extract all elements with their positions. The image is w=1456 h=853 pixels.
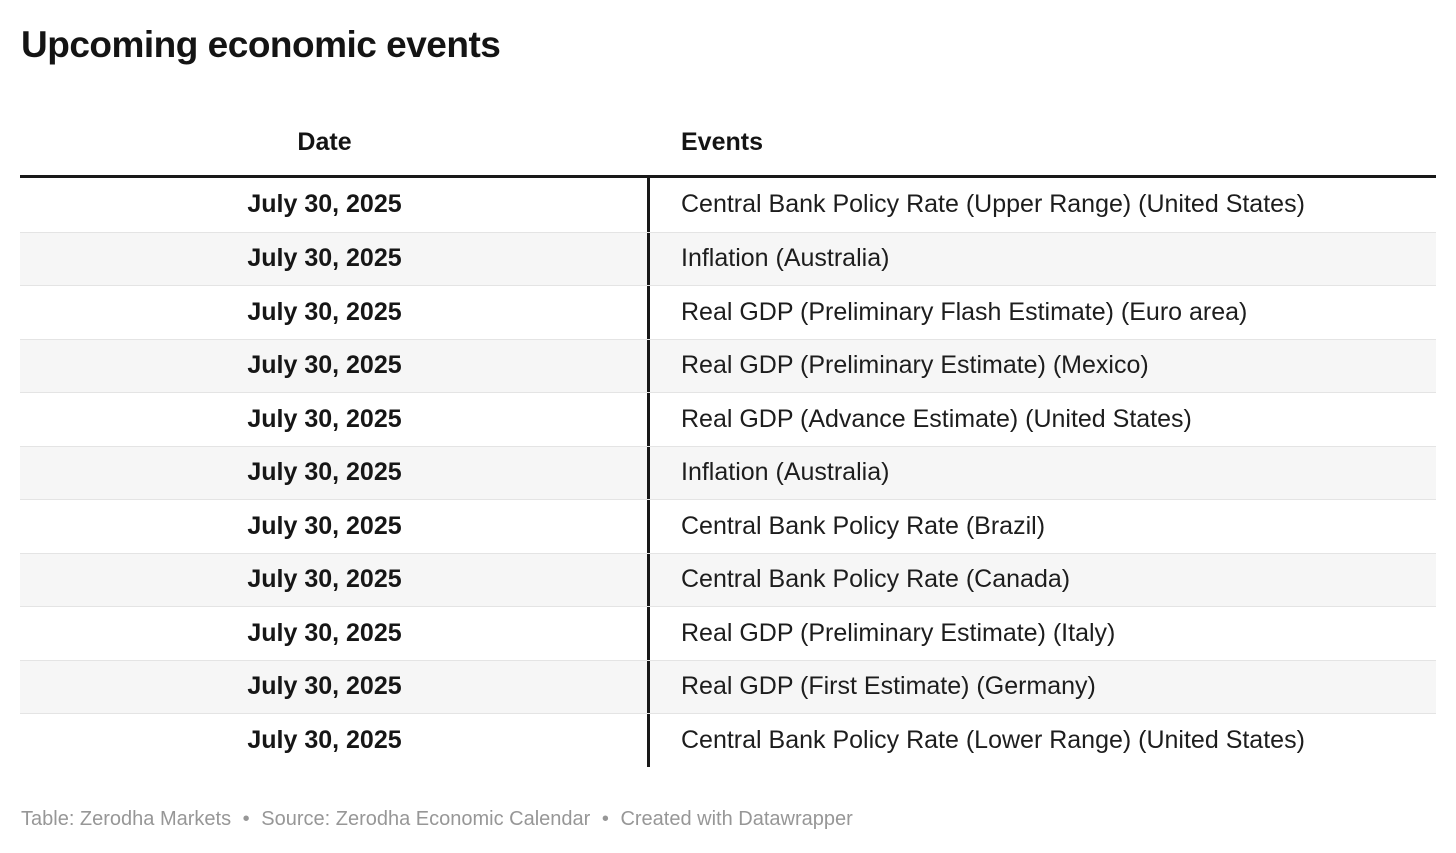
date-cell: July 30, 2025	[247, 725, 402, 754]
event-cell: Central Bank Policy Rate (Upper Range) (…	[647, 178, 1436, 232]
column-header-events: Events	[681, 128, 763, 156]
date-cell: July 30, 2025	[247, 618, 402, 647]
table-header-row: Date Events	[20, 128, 1436, 175]
separator-dot: •	[242, 807, 250, 830]
column-header-date: Date	[297, 128, 352, 156]
table-row: July 30, 2025 Inflation (Australia)	[20, 231, 1436, 285]
date-cell: July 30, 2025	[247, 404, 402, 433]
created-with-credit: Created with Datawrapper	[620, 807, 853, 830]
table-row: July 30, 2025 Real GDP (Preliminary Esti…	[20, 338, 1436, 392]
date-cell: July 30, 2025	[247, 565, 402, 594]
date-cell: July 30, 2025	[247, 511, 402, 540]
event-cell: Central Bank Policy Rate (Brazil)	[647, 500, 1436, 553]
table-row: July 30, 2025 Central Bank Policy Rate (…	[20, 178, 1436, 232]
table-row: July 30, 2025 Real GDP (First Estimate) …	[20, 659, 1436, 713]
table-row: July 30, 2025 Real GDP (Preliminary Esti…	[20, 606, 1436, 660]
table-row: July 30, 2025 Inflation (Australia)	[20, 445, 1436, 499]
page-title: Upcoming economic events	[21, 24, 501, 65]
table-row: July 30, 2025 Central Bank Policy Rate (…	[20, 499, 1436, 553]
datawrapper-table-visualization: Upcoming economic events Date Events Jul…	[0, 24, 1456, 853]
table-body: July 30, 2025 Central Bank Policy Rate (…	[20, 175, 1436, 767]
table-row: July 30, 2025 Central Bank Policy Rate (…	[20, 552, 1436, 606]
event-cell: Real GDP (Preliminary Estimate) (Mexico)	[647, 339, 1436, 392]
event-cell: Inflation (Australia)	[647, 446, 1436, 499]
event-cell: Central Bank Policy Rate (Lower Range) (…	[647, 714, 1436, 767]
attribution-footer: Table: Zerodha Markets • Source: Zerodha…	[21, 808, 1436, 831]
date-cell: July 30, 2025	[247, 672, 402, 701]
event-cell: Inflation (Australia)	[647, 232, 1436, 285]
event-cell: Real GDP (First Estimate) (Germany)	[647, 660, 1436, 713]
table-row: July 30, 2025 Real GDP (Preliminary Flas…	[20, 285, 1436, 339]
event-cell: Real GDP (Advance Estimate) (United Stat…	[647, 393, 1436, 446]
table-row: July 30, 2025 Central Bank Policy Rate (…	[20, 713, 1436, 767]
table-row: July 30, 2025 Real GDP (Advance Estimate…	[20, 392, 1436, 446]
event-cell: Central Bank Policy Rate (Canada)	[647, 553, 1436, 606]
date-cell: July 30, 2025	[247, 190, 402, 219]
date-cell: July 30, 2025	[247, 351, 402, 380]
separator-dot: •	[601, 807, 609, 830]
table-credit: Table: Zerodha Markets	[21, 807, 232, 830]
date-cell: July 30, 2025	[247, 458, 402, 487]
event-cell: Real GDP (Preliminary Estimate) (Italy)	[647, 607, 1436, 660]
source-credit: Source: Zerodha Economic Calendar	[261, 807, 591, 830]
event-cell: Real GDP (Preliminary Flash Estimate) (E…	[647, 286, 1436, 339]
date-cell: July 30, 2025	[247, 297, 402, 326]
date-cell: July 30, 2025	[247, 244, 402, 273]
economic-events-table: Date Events July 30, 2025 Central Bank P…	[20, 128, 1436, 767]
